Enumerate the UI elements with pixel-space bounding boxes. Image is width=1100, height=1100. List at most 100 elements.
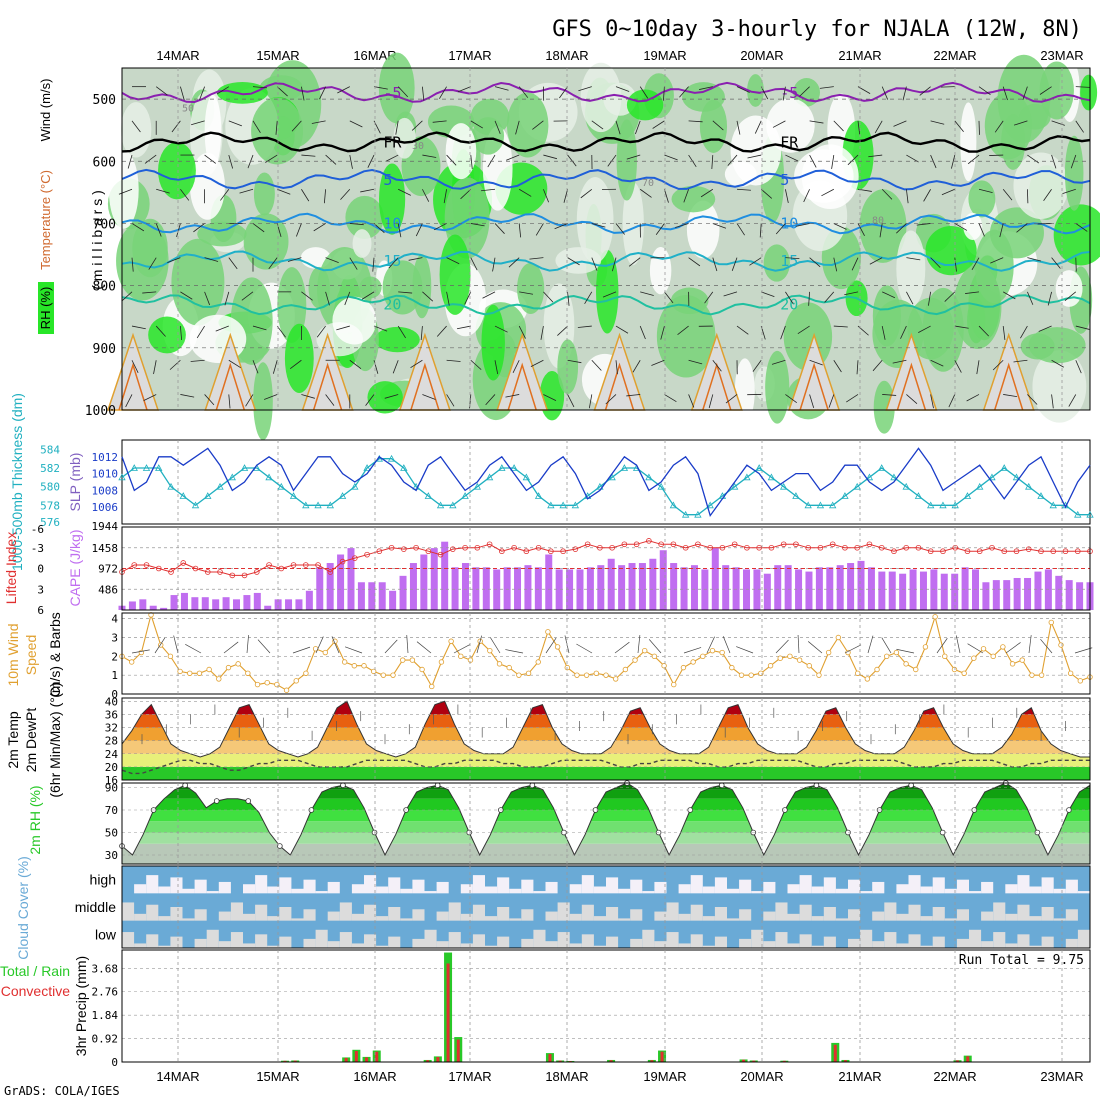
- cloud-gap-cell: [593, 886, 606, 894]
- cape-bar: [305, 590, 313, 610]
- lifted-point: [572, 546, 579, 552]
- lifted-point: [352, 555, 358, 561]
- cloud-gap-cell: [1053, 888, 1066, 894]
- wind-barb: [276, 325, 286, 338]
- wind-barb: [1013, 359, 1028, 363]
- cloud-gap-cell: [606, 907, 619, 921]
- wind-barb: [602, 291, 617, 298]
- cloud-gap-cell: [860, 891, 873, 894]
- wind-barb: [180, 291, 193, 300]
- wind-barb: [543, 189, 550, 203]
- wind-barb: [1002, 189, 1013, 201]
- cloud-gap-cell: [896, 943, 909, 948]
- cloud-gap-cell: [884, 932, 897, 948]
- cloud-gap-cell: [751, 929, 764, 948]
- wind-barb: [978, 188, 993, 194]
- cape-bar: [940, 573, 948, 610]
- temp-series-line: [121, 700, 1090, 758]
- wind-barb: [252, 86, 267, 89]
- wind-point: [545, 629, 551, 635]
- cloud-gap-cell: [339, 932, 352, 948]
- rh-tick: 70: [105, 804, 118, 817]
- wind-point: [990, 653, 996, 660]
- surface-wind-barb: [896, 648, 915, 654]
- wind-barb: [204, 291, 210, 306]
- isotherm-line: [121, 212, 1091, 235]
- wind-point: [506, 664, 512, 671]
- lifted-point: [805, 544, 811, 551]
- cloud-gap-cell: [702, 886, 715, 894]
- lifted-point: [1038, 548, 1044, 555]
- thickness-point: [510, 464, 518, 471]
- cape-bar: [1034, 571, 1042, 610]
- wind-barb: [736, 120, 741, 135]
- cape-bar: [680, 567, 688, 610]
- wind-barb: [349, 257, 358, 270]
- wind-barb: [1075, 120, 1084, 133]
- lifted-tick: -6: [31, 523, 44, 536]
- wind-point: [816, 672, 822, 678]
- wind-barb: [954, 325, 969, 329]
- wind-barb: [313, 223, 326, 232]
- cloud-gap-cell: [509, 888, 522, 894]
- wind-point: [400, 657, 406, 663]
- wind-barb: [373, 223, 385, 234]
- wind-barb: [906, 257, 921, 261]
- wind-barb: [494, 120, 501, 134]
- wind-barb: [397, 325, 406, 339]
- cloud-gap-cell: [811, 916, 824, 921]
- cloud-gap-cell: [872, 911, 885, 921]
- lifted-point: [658, 541, 664, 548]
- wind-barb: [916, 223, 931, 226]
- thickness-point: [326, 501, 334, 509]
- wind-barb: [245, 394, 254, 407]
- wind-point: [884, 653, 890, 660]
- wind-barb: [567, 359, 582, 364]
- cloud-gap-cell: [654, 941, 667, 948]
- precip-conv-bar: [752, 1060, 756, 1062]
- cloud-gap-cell: [981, 911, 994, 921]
- cloud-gap-cell: [134, 884, 147, 894]
- wind-point: [893, 649, 900, 656]
- wind-barb: [879, 223, 883, 238]
- wind-point: [632, 657, 638, 663]
- temp-band: [122, 753, 1090, 767]
- lifted-point: [535, 544, 542, 551]
- precip-conv-bar: [283, 1060, 287, 1062]
- cape-bar: [1055, 575, 1063, 610]
- cape-bar: [722, 565, 730, 610]
- cloud-gap-cell: [666, 932, 679, 948]
- wind-barb: [833, 325, 848, 328]
- wind-barb: [976, 360, 980, 375]
- surface-wind-barb: [476, 635, 482, 654]
- lifted-point: [376, 548, 383, 555]
- cloud-gap-cell: [787, 943, 800, 948]
- wind-barb: [1003, 291, 1016, 300]
- surface-wind-barb: [223, 641, 239, 654]
- isotherm-label: -5: [383, 84, 401, 102]
- cape-bar: [919, 571, 927, 610]
- lifted-point: [1074, 548, 1081, 555]
- wind-barb: [1051, 120, 1065, 126]
- wind-barb: [809, 394, 815, 408]
- wind-barb: [349, 154, 353, 169]
- wind-tick: 2: [111, 650, 118, 663]
- precip-conv-bar: [436, 1056, 440, 1062]
- slp-axis-label: SLP (mb): [67, 453, 83, 512]
- cloud-gap-cell: [485, 916, 498, 921]
- cape-bar: [326, 563, 334, 610]
- cloud-gap-cell: [932, 907, 945, 921]
- wind-barb: [567, 291, 570, 306]
- cloud-gap-cell: [303, 909, 316, 921]
- cape-li-frame: [121, 526, 1091, 611]
- precip-conv-bar: [344, 1057, 348, 1062]
- wind-barb: [771, 359, 786, 365]
- thickness-axis-label: 1000-500mb Thickness (dm): [9, 393, 25, 571]
- rh-blob: [984, 92, 1033, 160]
- cape-bar: [253, 592, 261, 610]
- wind-barb: [828, 394, 835, 408]
- cloud-gap-cell: [122, 902, 135, 921]
- wind-barb: [971, 257, 980, 270]
- cloud-gap-cell: [956, 909, 969, 921]
- wind-point: [574, 672, 580, 678]
